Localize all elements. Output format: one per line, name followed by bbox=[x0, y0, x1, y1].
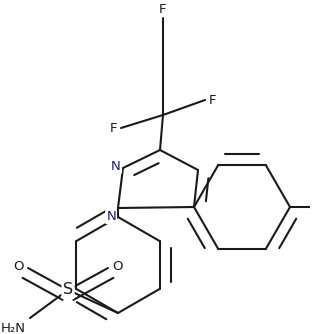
Text: F: F bbox=[110, 122, 117, 135]
Text: F: F bbox=[209, 94, 217, 107]
Text: O: O bbox=[112, 260, 123, 273]
Text: S: S bbox=[63, 283, 73, 298]
Text: O: O bbox=[13, 260, 24, 273]
Text: N: N bbox=[106, 210, 116, 223]
Text: F: F bbox=[159, 3, 167, 16]
Text: N: N bbox=[111, 160, 121, 172]
Text: H₂N: H₂N bbox=[1, 322, 26, 334]
Text: O: O bbox=[311, 200, 312, 213]
